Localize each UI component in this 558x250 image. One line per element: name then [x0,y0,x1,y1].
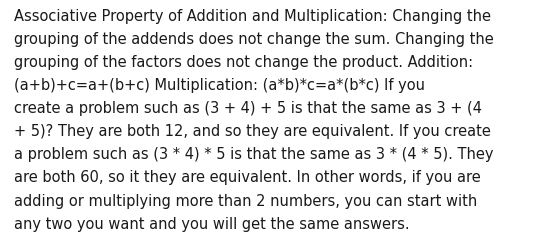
Text: Associative Property of Addition and Multiplication: Changing the: Associative Property of Addition and Mul… [14,9,491,24]
Text: a problem such as (3 * 4) * 5 is that the same as 3 * (4 * 5). They: a problem such as (3 * 4) * 5 is that th… [14,147,493,162]
Text: + 5)? They are both 12, and so they are equivalent. If you create: + 5)? They are both 12, and so they are … [14,124,491,139]
Text: create a problem such as (3 + 4) + 5 is that the same as 3 + (4: create a problem such as (3 + 4) + 5 is … [14,101,482,116]
Text: grouping of the addends does not change the sum. Changing the: grouping of the addends does not change … [14,32,494,47]
Text: are both 60, so it they are equivalent. In other words, if you are: are both 60, so it they are equivalent. … [14,170,480,185]
Text: adding or multiplying more than 2 numbers, you can start with: adding or multiplying more than 2 number… [14,193,477,208]
Text: (a+b)+c=a+(b+c) Multiplication: (a*b)*c=a*(b*c) If you: (a+b)+c=a+(b+c) Multiplication: (a*b)*c=… [14,78,425,93]
Text: any two you want and you will get the same answers.: any two you want and you will get the sa… [14,216,410,231]
Text: grouping of the factors does not change the product. Addition:: grouping of the factors does not change … [14,55,473,70]
